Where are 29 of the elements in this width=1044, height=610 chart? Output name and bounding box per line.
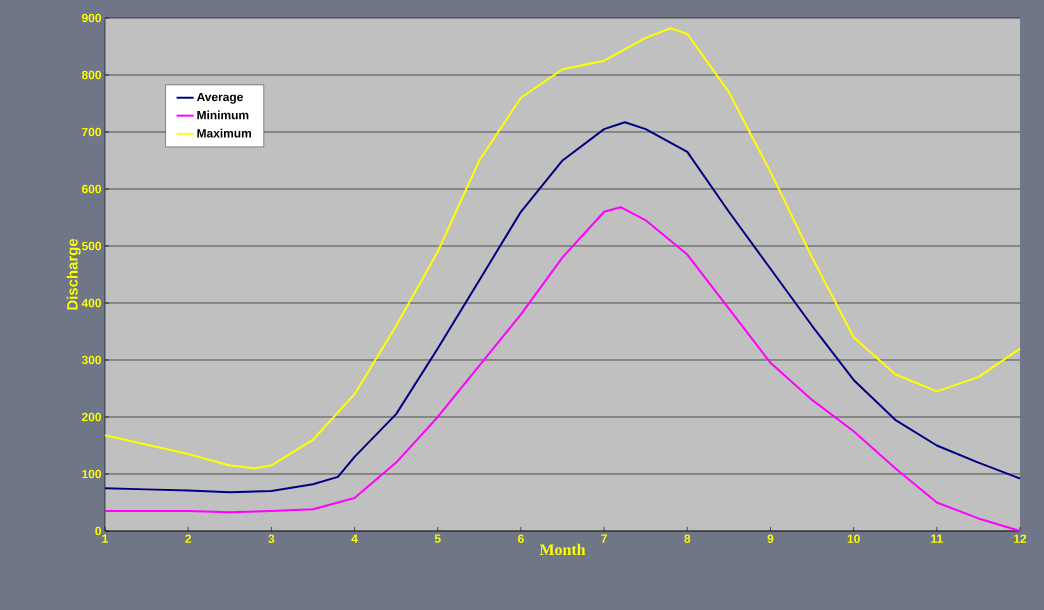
y-tick-label: 900 <box>81 13 101 23</box>
y-tick-label: 0 <box>95 526 101 536</box>
y-axis-title: Discharge <box>66 238 81 310</box>
legend-label: Minimum <box>197 110 249 120</box>
y-tick-label: 600 <box>81 184 101 194</box>
x-tick-label: 9 <box>767 534 774 543</box>
line-series <box>104 27 1022 470</box>
x-tick-label: 1 <box>102 534 108 543</box>
x-tick-label: 2 <box>185 534 192 543</box>
y-tick-label: 300 <box>81 355 101 365</box>
y-tick-label: 100 <box>82 469 101 479</box>
x-tick-label: 10 <box>847 534 860 543</box>
y-tick-label: 500 <box>81 241 101 251</box>
x-tick-label: 12 <box>1014 534 1027 543</box>
y-tick-label: 400 <box>81 298 101 308</box>
x-tick-label: 5 <box>434 534 441 543</box>
x-tick-label: 7 <box>601 534 607 543</box>
x-tick-label: 6 <box>518 534 524 543</box>
x-tick-label: 3 <box>268 534 275 543</box>
y-tick-label: 200 <box>81 412 101 422</box>
x-axis-title: Month <box>539 543 586 556</box>
y-tick-label: 800 <box>81 70 101 80</box>
y-tick-label: 700 <box>82 127 101 137</box>
x-tick-label: 4 <box>351 534 358 543</box>
line-series <box>104 121 1022 494</box>
x-tick-label: 8 <box>684 534 691 543</box>
x-tick-label: 11 <box>931 534 943 543</box>
legend-label: Average <box>196 92 243 104</box>
legend-label: Maximum <box>197 128 251 138</box>
